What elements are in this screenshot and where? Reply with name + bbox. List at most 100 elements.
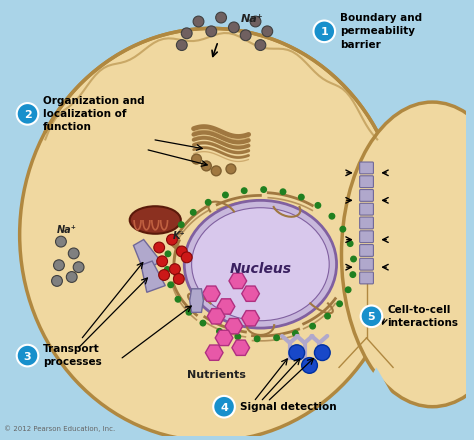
Text: K⁺: K⁺ <box>173 231 186 241</box>
Circle shape <box>313 21 335 42</box>
Text: 1: 1 <box>320 27 328 37</box>
FancyBboxPatch shape <box>360 217 374 229</box>
Circle shape <box>193 16 204 27</box>
Circle shape <box>289 345 305 360</box>
Circle shape <box>170 236 175 242</box>
Circle shape <box>223 192 228 198</box>
FancyBboxPatch shape <box>360 203 374 215</box>
Circle shape <box>211 166 221 176</box>
Circle shape <box>340 227 346 232</box>
Text: Organization and
localization of
function: Organization and localization of functio… <box>43 95 145 132</box>
Circle shape <box>170 264 180 275</box>
FancyBboxPatch shape <box>360 245 374 257</box>
Text: Nucleus: Nucleus <box>229 262 292 276</box>
Circle shape <box>261 187 266 192</box>
Circle shape <box>181 28 192 39</box>
Circle shape <box>68 248 79 259</box>
Circle shape <box>176 40 187 51</box>
Circle shape <box>166 234 177 245</box>
Circle shape <box>255 336 260 341</box>
Circle shape <box>181 252 192 263</box>
Circle shape <box>310 323 315 329</box>
Circle shape <box>301 358 318 373</box>
Circle shape <box>200 320 206 326</box>
Text: Cell-to-cell
interactions: Cell-to-cell interactions <box>387 305 458 328</box>
Circle shape <box>66 271 77 282</box>
Circle shape <box>168 282 173 288</box>
Ellipse shape <box>191 208 329 321</box>
Text: 2: 2 <box>24 110 31 120</box>
Ellipse shape <box>341 102 474 407</box>
FancyBboxPatch shape <box>360 272 374 284</box>
Text: 4: 4 <box>220 403 228 413</box>
Circle shape <box>165 251 171 257</box>
Circle shape <box>250 16 261 27</box>
Circle shape <box>228 22 239 33</box>
Circle shape <box>292 331 298 336</box>
Circle shape <box>216 12 227 23</box>
Ellipse shape <box>19 28 403 440</box>
Circle shape <box>217 329 222 334</box>
Circle shape <box>361 305 382 327</box>
Circle shape <box>205 200 211 205</box>
FancyBboxPatch shape <box>360 190 374 202</box>
Text: Transport
processes: Transport processes <box>43 344 102 367</box>
Circle shape <box>157 256 167 267</box>
Circle shape <box>351 256 356 262</box>
FancyBboxPatch shape <box>360 162 374 174</box>
Circle shape <box>164 267 170 272</box>
Circle shape <box>52 275 63 286</box>
Circle shape <box>179 222 184 227</box>
Circle shape <box>173 274 184 284</box>
Circle shape <box>159 270 170 280</box>
FancyBboxPatch shape <box>360 258 374 270</box>
Circle shape <box>350 272 356 277</box>
Ellipse shape <box>130 206 181 234</box>
FancyBboxPatch shape <box>360 231 374 242</box>
Circle shape <box>347 241 353 246</box>
Circle shape <box>226 164 236 174</box>
Circle shape <box>255 40 266 51</box>
Circle shape <box>314 345 330 360</box>
Circle shape <box>186 309 191 315</box>
Circle shape <box>201 161 211 171</box>
Text: Nutrients: Nutrients <box>187 370 246 380</box>
Circle shape <box>240 30 251 40</box>
Polygon shape <box>141 261 165 292</box>
Circle shape <box>17 345 38 367</box>
Circle shape <box>213 396 235 418</box>
Circle shape <box>175 297 181 302</box>
Polygon shape <box>134 239 161 271</box>
Text: 5: 5 <box>368 312 375 322</box>
Circle shape <box>274 335 279 341</box>
Circle shape <box>299 194 304 200</box>
Circle shape <box>241 188 247 194</box>
Circle shape <box>262 26 273 37</box>
Circle shape <box>325 313 330 319</box>
Text: © 2012 Pearson Education, Inc.: © 2012 Pearson Education, Inc. <box>4 425 115 432</box>
FancyBboxPatch shape <box>360 176 374 187</box>
Circle shape <box>55 236 66 247</box>
Text: Na⁺: Na⁺ <box>57 225 77 235</box>
Circle shape <box>176 246 187 257</box>
Circle shape <box>280 189 286 194</box>
Text: 3: 3 <box>24 352 31 362</box>
Circle shape <box>17 103 38 125</box>
Circle shape <box>73 262 84 272</box>
Text: Na⁺: Na⁺ <box>241 14 264 24</box>
Circle shape <box>315 202 320 208</box>
Circle shape <box>206 26 217 37</box>
Ellipse shape <box>184 200 337 328</box>
Circle shape <box>329 213 335 219</box>
Circle shape <box>54 260 64 271</box>
Circle shape <box>191 154 201 164</box>
Wedge shape <box>318 367 435 440</box>
Circle shape <box>191 209 196 215</box>
Text: Boundary and
permeability
barrier: Boundary and permeability barrier <box>340 13 422 50</box>
Polygon shape <box>190 289 203 312</box>
Circle shape <box>346 287 351 293</box>
Text: Signal detection: Signal detection <box>240 402 337 412</box>
Circle shape <box>235 334 241 339</box>
Circle shape <box>154 242 164 253</box>
Circle shape <box>337 301 342 307</box>
